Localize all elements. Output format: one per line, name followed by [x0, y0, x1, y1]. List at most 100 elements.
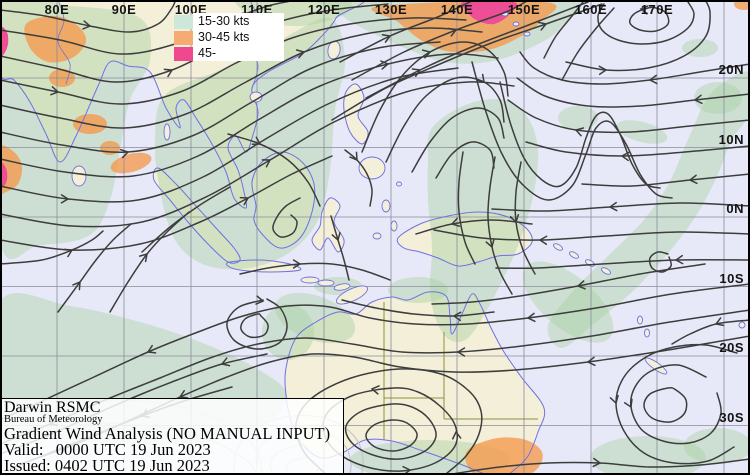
- legend-swatch: [174, 15, 193, 29]
- flow-arrow: [138, 252, 148, 263]
- island: [372, 232, 382, 240]
- island: [523, 31, 531, 37]
- streamline: [431, 263, 706, 305]
- island: [601, 267, 611, 275]
- streamline: [543, 0, 586, 59]
- flow-arrow: [608, 201, 618, 212]
- island: [553, 243, 563, 251]
- wind-region-45plus: [460, 0, 518, 25]
- streamline: [516, 77, 750, 108]
- flow-arrow: [349, 151, 358, 162]
- flow-arrow: [592, 457, 602, 468]
- flow-arrow: [688, 174, 698, 185]
- streamline: [226, 298, 288, 350]
- streamline: [344, 403, 437, 460]
- streamline: [519, 51, 750, 85]
- flow-arrow: [693, 94, 703, 105]
- flow-arrow: [380, 60, 390, 70]
- streamline: [361, 41, 509, 153]
- flow-arrow: [475, 73, 485, 84]
- streamline: [435, 141, 495, 179]
- asia-coastline: [0, 0, 366, 209]
- island: [512, 21, 520, 27]
- wind-region-30-45: [100, 141, 120, 155]
- wind-region-15-30: [558, 106, 598, 130]
- flow-arrow: [295, 49, 306, 59]
- sulawesi-coastline: [311, 197, 345, 253]
- longitude-label: 130E: [374, 2, 408, 17]
- latitude-label: 20S: [719, 340, 744, 355]
- sumatra-coastline: [152, 167, 241, 264]
- flow-arrow: [63, 248, 74, 258]
- flow-arrow: [538, 235, 548, 245]
- flow-arrow: [119, 148, 130, 159]
- latitude-label: 10S: [719, 270, 744, 286]
- streamline: [671, 319, 750, 345]
- flow-arrow: [72, 280, 81, 291]
- wind-region-15-30: [388, 277, 448, 303]
- streamline: [581, 173, 750, 187]
- flow-arrow: [620, 151, 630, 162]
- flow-arrow: [485, 238, 495, 249]
- streamline: [411, 107, 505, 173]
- flow-arrow: [450, 217, 461, 227]
- island: [249, 91, 263, 103]
- streamline: [457, 151, 476, 265]
- flow-arrow: [574, 127, 585, 137]
- longitude-label: 160E: [574, 2, 608, 17]
- wind-region-15-30: [616, 120, 668, 144]
- flow-arrow: [714, 317, 725, 327]
- latitude-label: 20N: [718, 62, 744, 77]
- wind-region-30-45: [734, 0, 750, 10]
- streamline: [365, 1, 589, 99]
- wind-region-45plus: [0, 26, 9, 57]
- sumatra-landmass: [153, 167, 241, 264]
- australia-coastline: [284, 291, 546, 475]
- product-name: Gradient Wind Analysis (NO MANUAL INPUT): [4, 424, 331, 443]
- island: [317, 279, 335, 287]
- legend-label: 15-30 kts: [193, 13, 284, 29]
- info-box: Darwin RSMC Bureau of Meteorology Gradie…: [0, 398, 344, 475]
- wind-speed-legend: 15-30 kts 30-45 kts 45-: [174, 13, 284, 61]
- legend-swatch: [174, 47, 193, 61]
- flow-arrow: [447, 27, 458, 37]
- island: [333, 283, 351, 291]
- streamline: [272, 197, 301, 238]
- streamline: [344, 149, 373, 207]
- island: [381, 199, 391, 213]
- island: [569, 251, 579, 259]
- streamline: [629, 364, 722, 445]
- flow-arrow: [509, 213, 520, 224]
- flow-arrow: [251, 136, 262, 145]
- streamline: [0, 67, 459, 203]
- wind-region-15-30: [547, 71, 750, 349]
- flow-arrow: [331, 231, 341, 242]
- island: [390, 220, 398, 232]
- island: [738, 321, 746, 329]
- island: [644, 328, 650, 338]
- latitude-label: 10N: [718, 131, 744, 147]
- wind-region-30-45: [465, 437, 543, 475]
- island: [396, 181, 402, 187]
- longitude-label: 170E: [640, 2, 674, 17]
- wind-region-30-45: [110, 152, 152, 174]
- flow-arrow: [526, 312, 536, 323]
- streamline: [415, 219, 533, 235]
- longitude-label: 80E: [44, 2, 70, 17]
- flow-arrow: [261, 159, 272, 168]
- flow-arrow: [623, 398, 633, 409]
- flow-arrow: [163, 68, 174, 78]
- flow-arrow: [411, 68, 422, 78]
- flow-arrow: [674, 254, 684, 265]
- flow-arrow: [239, 196, 250, 206]
- legend-label: 30-45 kts: [193, 29, 284, 45]
- longitude-label: 140E: [440, 2, 474, 17]
- streamline: [487, 156, 513, 295]
- wind-shading-45: [0, 0, 518, 189]
- wind-region-15-30: [154, 17, 346, 270]
- java-coastline: [225, 259, 302, 273]
- island: [335, 285, 369, 305]
- agency-subtitle: Bureau of Meteorology: [4, 414, 103, 425]
- wind-region-15-30: [262, 304, 314, 360]
